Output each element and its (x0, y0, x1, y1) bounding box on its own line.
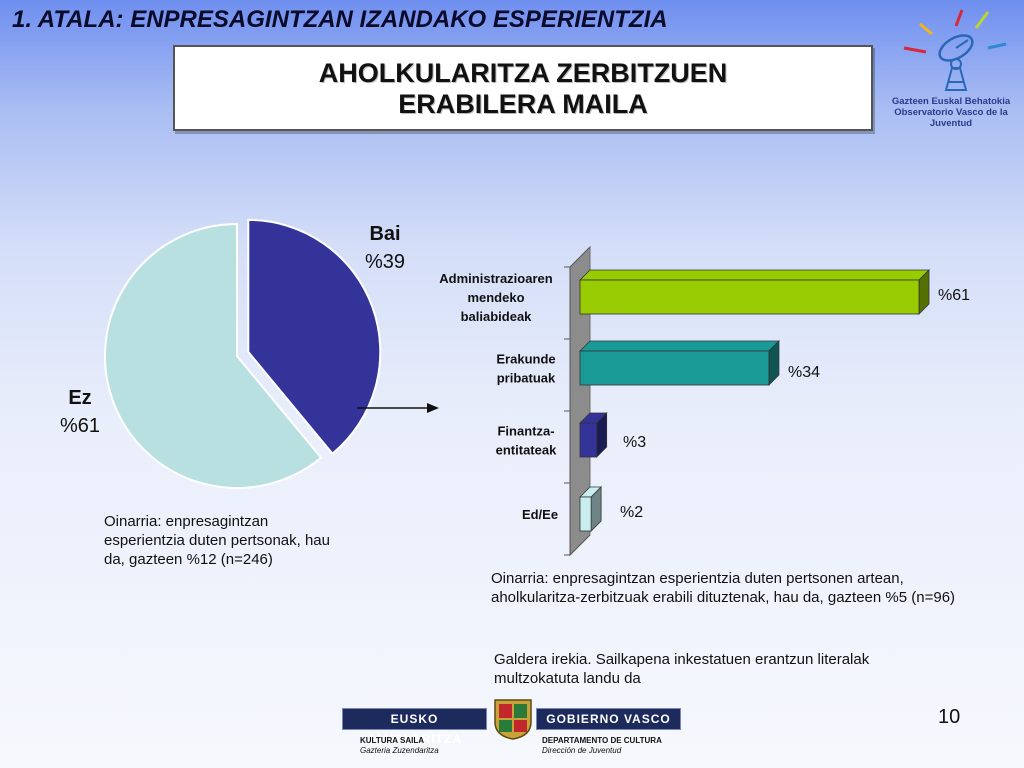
bar-base-note: Oinarria: enpresagintzan esperientzia du… (491, 570, 956, 606)
footer-right-dept: DEPARTAMENTO DE CULTURA (542, 736, 662, 745)
page-number: 10 (938, 706, 961, 728)
pie-slice-bai (247, 218, 382, 456)
bar-4 (579, 486, 603, 532)
footer-banner-left: EUSKO JAURLARITZA (342, 708, 487, 746)
bar-value-label-2: %34 (788, 364, 820, 381)
pie-slice-ez (104, 222, 323, 489)
footer-logo: EUSKO JAURLARITZA GOBIERNO VASCO KULTURA… (340, 696, 685, 768)
pie-label-bai: Bai %39 (355, 220, 415, 276)
open-question-note: Galdera irekia. Sailkapena inkestatuen e… (494, 651, 870, 687)
footer-banner-right: GOBIERNO VASCO (536, 708, 681, 730)
footer-right-text: DEPARTAMENTO DE CULTURA Dirección de Juv… (542, 736, 662, 756)
footer-right-sub: Dirección de Juventud (542, 746, 622, 755)
bar-2 (579, 340, 780, 386)
pie-base-note: Oinarria: enpresagintzan esperientzia du… (104, 513, 330, 568)
pie-chart (104, 218, 382, 489)
pie-label-ez-value: %61 (59, 415, 101, 437)
footer-left-dept: KULTURA SAILA (360, 736, 424, 745)
slide-title-line-2: ERABILERA MAILA (398, 89, 648, 119)
bar-category-label-1: Administrazioaren mendeko baliabideak (439, 271, 552, 324)
slide-title-box: AHOLKULARITZA ZERBITZUEN ERABILERA MAILA (173, 45, 873, 131)
observatory-logo-icon (903, 9, 1007, 91)
bar-value-label-4: %2 (620, 504, 643, 521)
footer-left-sub: Gazteria Zuzendaritza (360, 746, 439, 755)
bar-value-label-1: %61 (938, 287, 970, 304)
bar-category-label-4: Ed/Ee (522, 507, 558, 522)
crest-icon (494, 699, 532, 740)
pie-label-ez-name: Ez (68, 387, 92, 409)
pie-label-bai-name: Bai (369, 223, 401, 245)
bar-category-label-3: Finantza-entitateak (496, 424, 557, 458)
logo-line-2: Observatorio Vasco de la Juventud (894, 107, 1008, 129)
footer-left-text: KULTURA SAILA Gazteria Zuzendaritza (360, 736, 439, 756)
slide-title-line-1: AHOLKULARITZA ZERBITZUEN (318, 58, 728, 88)
pie-label-bai-value: %39 (364, 251, 406, 273)
bar-3 (579, 412, 608, 458)
bar-category-label-2: Erakunde pribatuak (496, 352, 556, 386)
bar-chart: %61 Administrazioaren mendeko baliabideak %3… (439, 245, 970, 557)
logo-line-1: Gazteen Euskal Behatokia (891, 96, 1011, 107)
bar-1 (579, 269, 930, 315)
arrow-icon (357, 403, 439, 413)
pie-label-ez: Ez %61 (50, 384, 110, 440)
section-title: 1. ATALA: ENPRESAGINTZAN IZANDAKO ESPERI… (12, 6, 668, 33)
observatory-logo-text: Gazteen Euskal Behatokia Observatorio Va… (880, 96, 1022, 129)
bar-value-label-3: %3 (623, 434, 646, 451)
